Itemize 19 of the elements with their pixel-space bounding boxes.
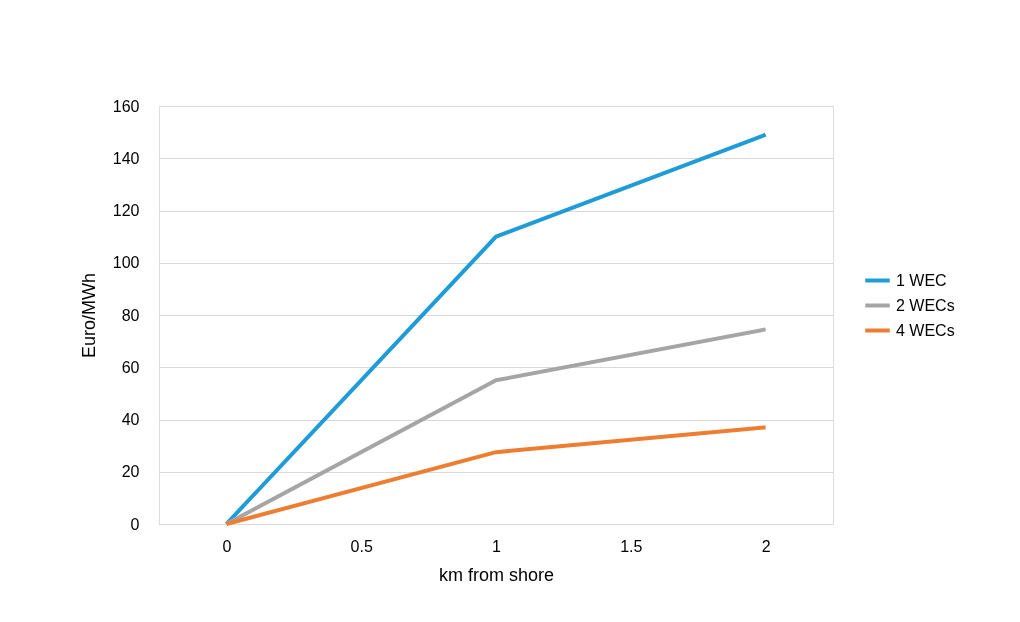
y-tick-label: 140 [112, 149, 140, 167]
y-tick-label: 20 [121, 463, 140, 481]
x-axis-title: km from shore [438, 564, 555, 585]
legend-label: 4 WECs [896, 321, 955, 339]
x-tick-label: 1 [492, 537, 502, 555]
y-tick-label: 40 [121, 411, 140, 428]
y-tick-label: 100 [112, 254, 140, 272]
y-tick-label: 0 [130, 515, 140, 533]
y-tick-label: 160 [112, 97, 140, 115]
x-tick-label: 0.5 [350, 537, 373, 555]
y-tick-label: 80 [121, 306, 140, 324]
y-tick-label: 120 [112, 202, 140, 219]
x-tick-label: 2 [761, 537, 771, 555]
y-axis-title: Euro/MWh [78, 272, 99, 359]
y-tick-label: 60 [121, 358, 140, 376]
x-tick-label: 1.5 [620, 537, 643, 555]
legend-label: 1 WEC [896, 271, 947, 289]
legend-label: 2 WECs [896, 296, 955, 314]
x-tick-label: 0 [222, 537, 232, 555]
